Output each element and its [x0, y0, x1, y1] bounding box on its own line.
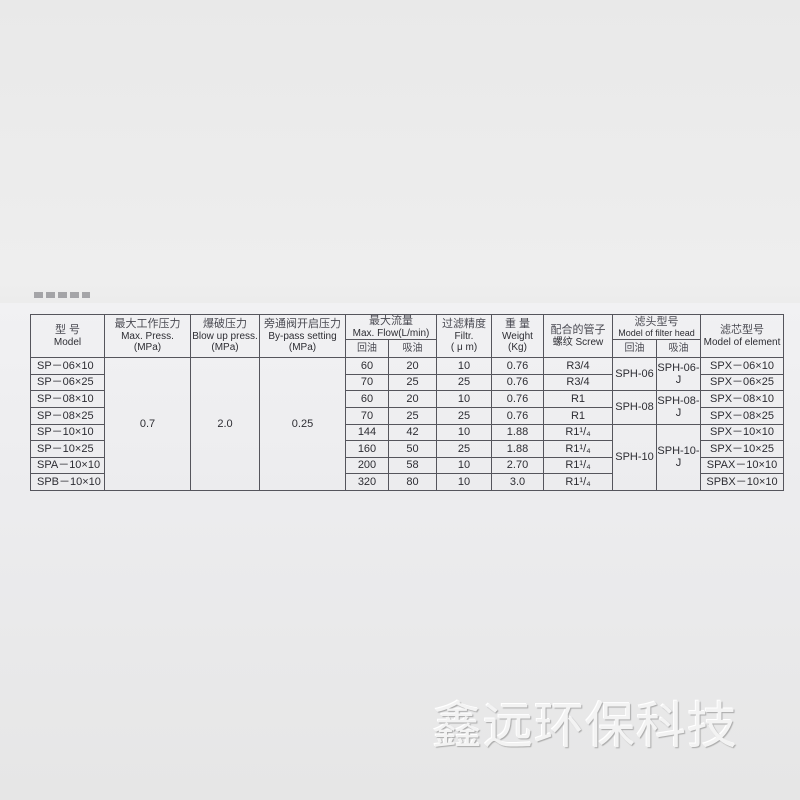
screw-cell: R1¹/₄ [543, 423, 613, 442]
table-row: SP－06×10 0.7 2.0 0.25 60 20 10 0.76 R3/4 SPH-06 SP… [30, 357, 784, 491]
element-cell: SPX－10×10 [700, 423, 784, 442]
model-cell: SP－08×10 [30, 390, 105, 408]
flow-suction-cell: 50 [388, 440, 437, 458]
header-blow-up: 爆破压力 Blow up press. (MPa) [190, 313, 260, 359]
weight-cell: 0.76 [491, 406, 544, 425]
header-screw: 配合的管子 螺纹 Screw [543, 313, 613, 359]
table-row: SP－08×25 70 25 25 0.76 R1 SPX－08×25 [30, 406, 784, 425]
spec-table: 型 号 Model 最大工作压力 Max. Press. (MPa) 爆破压力 Blow… [30, 313, 784, 491]
model-cell: SP－06×10 [30, 357, 105, 375]
screw-cell: R1¹/₄ [543, 440, 613, 458]
model-cell: SPA－10×10 [30, 456, 105, 475]
table-row: SPB－10×10 320 80 10 3.0 R1¹/₄ SPBX－10×10 [30, 473, 784, 491]
flow-suction-cell: 42 [388, 423, 437, 442]
flow-suction-cell: 20 [388, 390, 437, 408]
head-suction-cell: SPH-10-J [656, 423, 701, 491]
max-press-cell: 0.7 [104, 357, 191, 491]
screw-cell: R1¹/₄ [543, 473, 613, 491]
flow-return-cell: 160 [345, 440, 389, 458]
filtr-cell: 25 [436, 373, 492, 392]
flow-return-cell: 60 [345, 390, 389, 408]
weight-cell: 3.0 [491, 473, 544, 491]
header-element: 滤芯型号 Model of element [700, 313, 784, 359]
header-model: 型 号 Model [30, 313, 105, 359]
screw-cell: R1 [543, 390, 613, 408]
element-cell: SPX－08×10 [700, 390, 784, 408]
header-filter-head: 滤头型号 Model of filter head [612, 313, 701, 341]
element-cell: SPAX－10×10 [700, 456, 784, 475]
blow-up-cell: 2.0 [190, 357, 260, 491]
head-return-cell: SPH-08 [612, 390, 657, 425]
screw-cell: R1 [543, 406, 613, 425]
element-cell: SPX－06×25 [700, 373, 784, 392]
header-flow-suction: 吸油 [388, 339, 437, 359]
header-max-press: 最大工作压力 Max. Press. (MPa) [104, 313, 191, 359]
model-cell: SPB－10×10 [30, 473, 105, 491]
weight-cell: 1.88 [491, 440, 544, 458]
flow-return-cell: 144 [345, 423, 389, 442]
flow-suction-cell: 25 [388, 406, 437, 425]
flow-suction-cell: 80 [388, 473, 437, 491]
table-row: SP－10×10 144 42 10 1.88 R1¹/₄ SPH-10 SPH-10-J SP… [30, 423, 784, 491]
weight-cell: 2.70 [491, 456, 544, 475]
element-cell: SPX－08×25 [700, 406, 784, 425]
filtr-cell: 10 [436, 390, 492, 408]
header-head-return: 回油 [612, 339, 657, 359]
filtr-cell: 10 [436, 456, 492, 475]
head-return-cell: SPH-10 [612, 423, 657, 491]
weight-cell: 0.76 [491, 373, 544, 392]
flow-suction-cell: 25 [388, 373, 437, 392]
flow-suction-cell: 20 [388, 357, 437, 375]
header-bypass: 旁通阀开启压力 By-pass setting (MPa) [259, 313, 346, 359]
weight-cell: 1.88 [491, 423, 544, 442]
header-weight: 重 量 Weight (Kg) [491, 313, 544, 359]
filtr-cell: 25 [436, 440, 492, 458]
cut-off-heading [34, 292, 94, 304]
element-cell: SPX－10×25 [700, 440, 784, 458]
filtr-cell: 10 [436, 473, 492, 491]
filtr-cell: 10 [436, 423, 492, 442]
filtr-cell: 25 [436, 406, 492, 425]
element-cell: SPX－06×10 [700, 357, 784, 375]
model-cell: SP－06×25 [30, 373, 105, 392]
header-head-suction: 吸油 [656, 339, 701, 359]
filtr-cell: 10 [436, 357, 492, 375]
header-flow: 最大流量 Max. Flow(L/min) [345, 313, 437, 341]
element-cell: SPBX－10×10 [700, 473, 784, 491]
bypass-cell: 0.25 [259, 357, 346, 491]
screw-cell: R3/4 [543, 357, 613, 375]
model-cell: SP－08×25 [30, 406, 105, 425]
weight-cell: 0.76 [491, 357, 544, 375]
flow-suction-cell: 58 [388, 456, 437, 475]
flow-return-cell: 60 [345, 357, 389, 375]
head-return-cell: SPH-06 [612, 357, 657, 392]
flow-return-cell: 70 [345, 373, 389, 392]
flow-return-cell: 200 [345, 456, 389, 475]
screw-cell: R3/4 [543, 373, 613, 392]
flow-return-cell: 70 [345, 406, 389, 425]
header-flow-return: 回油 [345, 339, 389, 359]
head-suction-cell: SPH-06-J [656, 357, 701, 392]
model-cell: SP－10×25 [30, 440, 105, 458]
header-filtr: 过滤精度 Filtr.( μ m) [436, 313, 492, 359]
flow-return-cell: 320 [345, 473, 389, 491]
weight-cell: 0.76 [491, 390, 544, 408]
head-suction-cell: SPH-08-J [656, 390, 701, 425]
screw-cell: R1¹/₄ [543, 456, 613, 475]
watermark: 鑫远环保科技 [432, 697, 738, 755]
table-row: SP－08×10 60 20 10 0.76 R1 SPH-08 SPH-08-J SPX－08… [30, 390, 784, 425]
model-cell: SP－10×10 [30, 423, 105, 442]
